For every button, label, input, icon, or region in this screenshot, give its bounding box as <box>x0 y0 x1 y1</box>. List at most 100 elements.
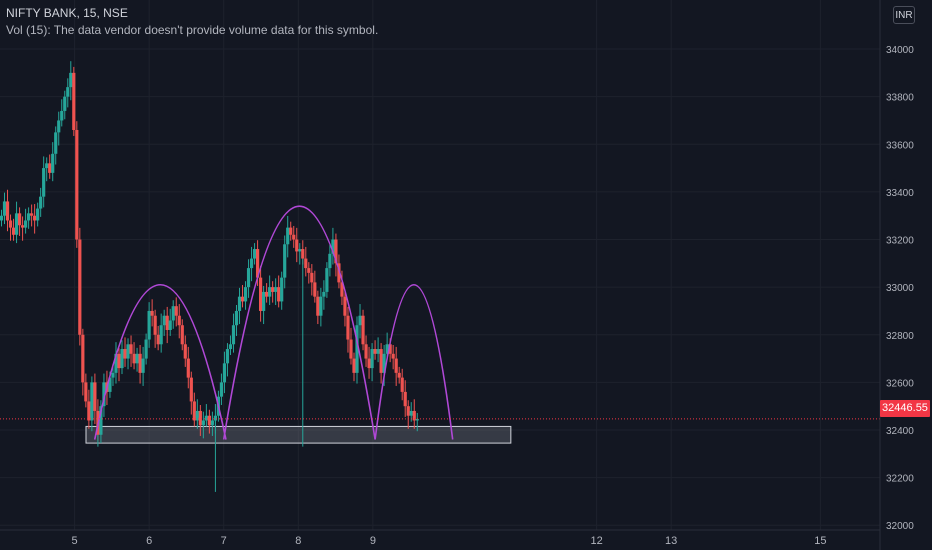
candle <box>84 373 88 408</box>
candle <box>63 90 67 120</box>
candle-body <box>102 382 106 407</box>
candle <box>183 335 187 367</box>
candle-body <box>358 315 362 326</box>
candle <box>265 283 269 303</box>
candle <box>20 216 25 241</box>
price-axis[interactable]: 32000 32200 32400 32600 32800 33000 33200 33400… <box>879 0 914 550</box>
candle <box>171 300 175 329</box>
candle-body <box>210 420 214 426</box>
candle <box>42 156 46 208</box>
candle-body <box>171 306 175 321</box>
candle <box>400 368 404 401</box>
candle-body <box>246 268 251 288</box>
candle <box>412 399 416 429</box>
arc-drawings[interactable] <box>93 205 454 440</box>
candle-body <box>243 287 248 302</box>
candle-body <box>135 353 139 364</box>
candle-body <box>298 249 302 252</box>
currency-button[interactable]: INR <box>893 6 915 24</box>
candle-body <box>111 372 115 378</box>
candle <box>258 265 263 322</box>
candle <box>177 304 181 339</box>
candle <box>180 319 184 351</box>
candle-body <box>0 215 4 221</box>
candle <box>295 227 299 263</box>
candle-body <box>84 382 88 402</box>
support-zone[interactable] <box>85 425 512 444</box>
candle <box>249 246 254 282</box>
candle <box>81 328 85 396</box>
candle-body <box>340 282 344 297</box>
price-tick-label: 32600 <box>886 378 914 389</box>
candle-body <box>23 220 28 228</box>
price-tick-label: 33600 <box>886 140 914 151</box>
volume-legend: Vol (15): The data vendor doesn't provid… <box>6 23 379 37</box>
candle-body <box>307 268 311 273</box>
candle-body <box>310 272 314 283</box>
candle <box>231 313 236 353</box>
price-tick-label: 33200 <box>886 236 914 247</box>
candle-body <box>265 291 269 297</box>
candle-body <box>376 349 380 354</box>
candle-body <box>343 296 347 316</box>
candle-body <box>99 406 103 435</box>
candle <box>280 271 284 310</box>
candle <box>409 402 413 422</box>
candle <box>165 306 169 344</box>
time-tick-label: 5 <box>72 535 78 547</box>
candle-body <box>108 377 112 392</box>
candle <box>403 380 407 417</box>
candle-body <box>54 132 58 154</box>
candle-body <box>165 315 169 330</box>
candle <box>207 409 211 434</box>
candle-body <box>346 315 350 340</box>
candle-body <box>319 296 323 316</box>
candle <box>132 342 136 370</box>
candle <box>289 221 293 241</box>
candle <box>406 400 410 429</box>
candle-body <box>325 268 329 292</box>
candle <box>153 309 157 348</box>
candle <box>240 285 245 308</box>
candle-body <box>90 382 94 421</box>
candle-body <box>364 344 368 359</box>
candle <box>376 337 380 363</box>
candle-body <box>114 353 118 373</box>
candle-body <box>268 287 272 297</box>
candle <box>352 352 356 382</box>
candle <box>370 343 374 382</box>
candle-body <box>45 163 49 169</box>
candle <box>147 302 151 348</box>
symbol-legend[interactable]: NIFTY BANK, 15, NSE <box>6 6 128 20</box>
candle-body <box>316 296 320 316</box>
candle-body <box>195 410 199 421</box>
candle-body <box>189 377 193 402</box>
candle <box>123 337 127 367</box>
candle-body <box>150 310 154 316</box>
candle-body <box>81 334 85 383</box>
candle-body <box>240 296 245 302</box>
candle <box>271 281 275 303</box>
candle <box>141 346 145 386</box>
candle-body <box>69 72 73 88</box>
candle-body <box>198 410 202 426</box>
candle-body <box>192 401 196 421</box>
candle-body <box>120 349 124 369</box>
candle <box>90 376 94 432</box>
candle <box>334 233 338 277</box>
candle <box>328 245 332 277</box>
candle <box>117 347 121 382</box>
candle-body <box>409 410 413 416</box>
candle-body <box>252 249 257 259</box>
candle <box>162 309 166 336</box>
candle <box>210 411 214 436</box>
candle-body <box>117 353 121 369</box>
candle <box>286 215 290 258</box>
time-axis[interactable]: 5 6 7 8 9 12 13 15 <box>0 529 880 547</box>
candle-body <box>36 208 40 221</box>
candle <box>222 351 227 394</box>
candle-body <box>331 239 335 254</box>
candle <box>87 389 91 429</box>
candle <box>48 154 52 179</box>
